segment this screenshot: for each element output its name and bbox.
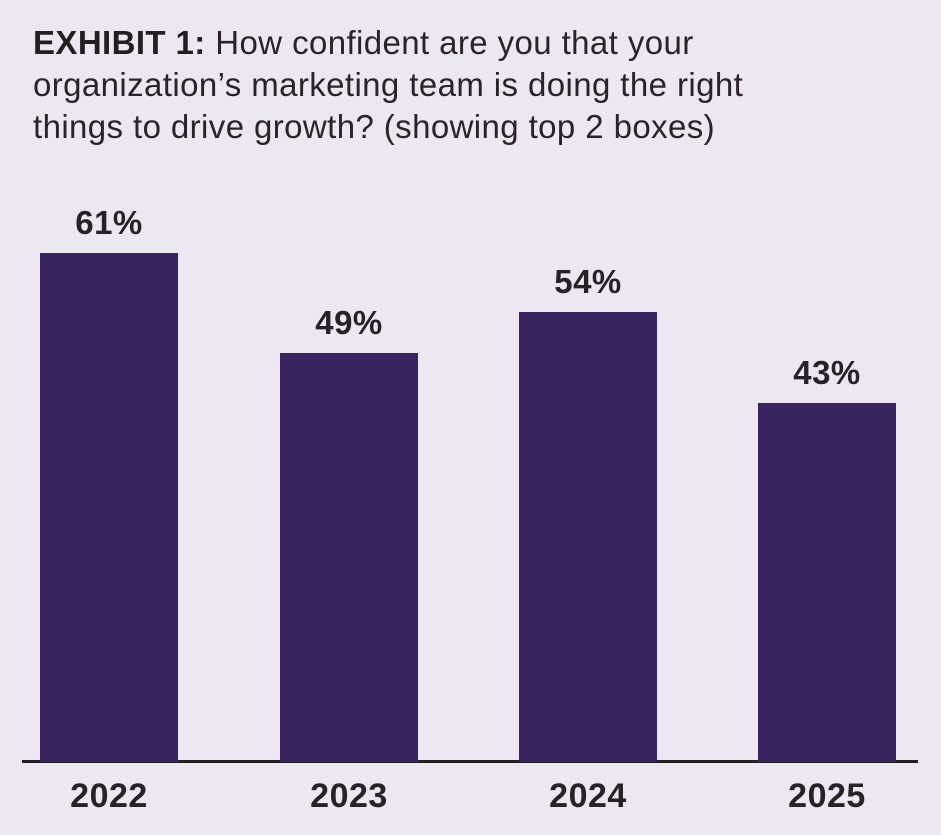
x-axis-line (22, 760, 918, 763)
chart-title-line-1: EXHIBIT 1: How confident are you that yo… (33, 22, 923, 64)
exhibit-label: EXHIBIT 1: (33, 24, 206, 61)
value-label-2022: 61% (75, 204, 143, 241)
x-tick-label-2023: 2023 (310, 777, 388, 815)
bar-2024 (519, 312, 657, 762)
x-tick-label-2022: 2022 (70, 777, 148, 815)
x-tick-label-2025: 2025 (788, 777, 866, 815)
chart-title-line-3: things to drive growth? (showing top 2 b… (33, 108, 716, 145)
chart-title-text: How confident are you that your (215, 24, 694, 61)
value-label-2023: 49% (315, 304, 383, 341)
bar-2025 (758, 403, 896, 762)
chart-title-line-2: organization’s marketing team is doing t… (33, 66, 744, 103)
bar-2022 (40, 253, 178, 762)
bar-2023 (280, 353, 418, 762)
value-label-2025: 43% (793, 354, 861, 391)
chart-title: EXHIBIT 1: How confident are you that yo… (33, 22, 923, 148)
value-label-2024: 54% (554, 263, 622, 300)
x-tick-label-2024: 2024 (549, 777, 627, 815)
